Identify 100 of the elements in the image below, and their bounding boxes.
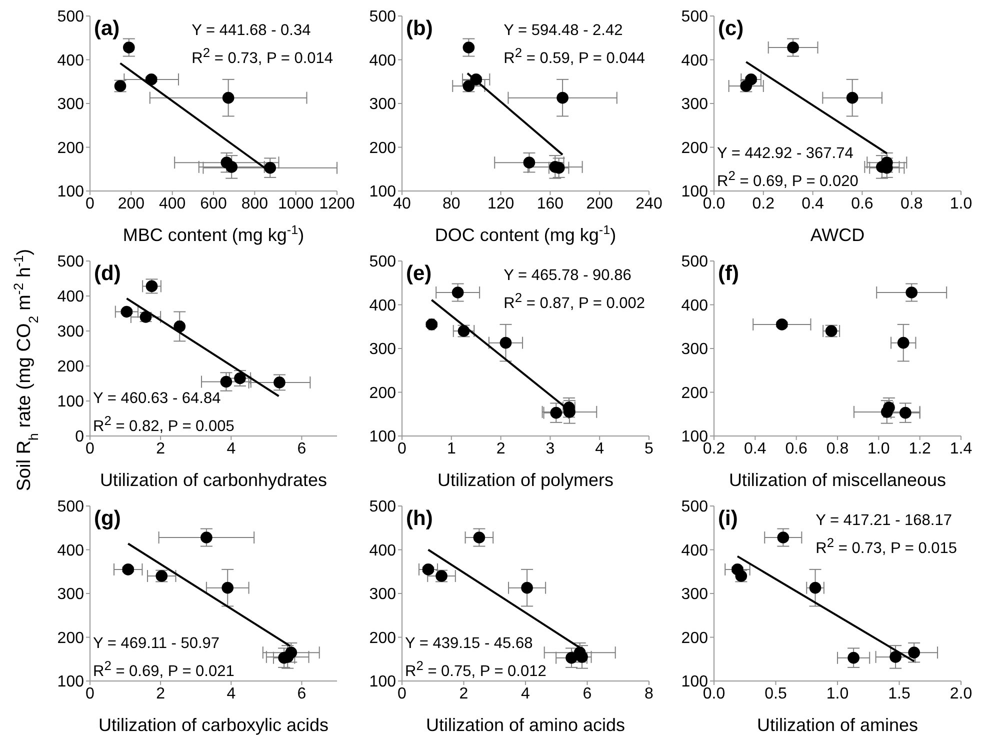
annotation: Y = 439.15 - 45.68 <box>405 634 534 654</box>
annotation: (c) <box>718 17 744 41</box>
x-tick-label: 6 <box>582 685 592 702</box>
y-tick-label: 200 <box>369 384 396 402</box>
x-tick-label: 0.5 <box>764 685 787 702</box>
x-tick-label: 1.0 <box>868 440 890 458</box>
y-tick-label: 200 <box>57 630 84 647</box>
x-tick-label: 4 <box>595 440 604 458</box>
x-tick-label: 0.6 <box>851 195 874 212</box>
x-tick-label: 8 <box>644 685 654 702</box>
y-tick-label: 300 <box>57 586 84 604</box>
annotation: (b) <box>406 17 433 41</box>
y-tick-label: 300 <box>681 586 708 604</box>
x-tick-label: 0.6 <box>785 440 808 458</box>
y-tick-label: 500 <box>681 254 708 271</box>
y-tick-label: 400 <box>681 542 708 560</box>
y-tick-label: 500 <box>57 8 84 26</box>
annotation: (i) <box>718 507 738 531</box>
x-tick-label: 400 <box>158 195 186 212</box>
x-tick-label: 1000 <box>278 195 314 212</box>
y-tick-label: 400 <box>369 52 396 70</box>
annotation: Y = 469.11 - 50.97 <box>93 634 221 654</box>
y-tick-label: 100 <box>57 394 84 411</box>
x-axis-title: Utilization of amino acids <box>426 715 626 735</box>
y-tick-label: 400 <box>681 297 708 314</box>
y-tick-label: 400 <box>57 288 84 306</box>
x-tick-label: 2 <box>156 685 166 702</box>
annotation: R$^{2}$ = 0.75, P = 0.012 <box>405 657 546 682</box>
annotation: (g) <box>94 507 121 531</box>
x-tick-label: 1.0 <box>826 685 849 702</box>
x-axis-title: AWCD <box>810 225 865 245</box>
annotation: Y = 441.68 - 0.34 <box>192 21 312 41</box>
x-tick-label: 2 <box>496 440 506 458</box>
y-tick-label: 0 <box>75 428 84 446</box>
y-tick-label: 200 <box>57 358 84 376</box>
x-tick-label: 0.8 <box>826 440 849 458</box>
x-axis-title: Utilization of carboxylic acids <box>98 715 329 735</box>
y-tick-label: 500 <box>681 8 708 26</box>
annotation: R$^{2}$ = 0.73, P = 0.015 <box>816 534 957 560</box>
y-tick-label: 300 <box>681 96 708 114</box>
y-tick-label: 400 <box>681 52 708 70</box>
x-tick-label: 0.4 <box>744 440 766 458</box>
annotation: Y = 417.21 - 168.17 <box>816 511 953 531</box>
annotation: (e) <box>406 262 432 286</box>
y-tick-label: 100 <box>369 674 396 691</box>
y-tick-label: 400 <box>57 52 84 70</box>
y-tick-label: 200 <box>681 140 708 157</box>
x-axis-title: Utilization of amines <box>756 715 918 735</box>
y-tick-label: 300 <box>57 96 84 114</box>
x-tick-label: 6 <box>297 440 306 458</box>
y-tick-label: 500 <box>369 8 396 26</box>
y-tick-label: 300 <box>681 341 708 358</box>
y-tick-label: 500 <box>57 254 84 271</box>
x-tick-label: 1.5 <box>888 685 910 702</box>
annotation: Y = 442.92 - 367.74 <box>717 144 854 164</box>
x-tick-label: 1.2 <box>908 440 932 458</box>
annotation: Y = 460.63 - 64.84 <box>93 389 222 409</box>
x-tick-label: 80 <box>442 195 460 212</box>
annotation: R$^{2}$ = 0.87, P = 0.002 <box>504 289 645 314</box>
x-tick-label: 2.0 <box>950 685 972 702</box>
y-tick-label: 500 <box>369 498 396 516</box>
y-tick-label: 300 <box>369 341 396 358</box>
x-tick-label: 2 <box>156 440 166 458</box>
x-tick-label: 240 <box>636 195 662 212</box>
y-tick-label: 200 <box>369 630 396 647</box>
annotation: (f) <box>718 262 739 286</box>
x-tick-label: 200 <box>118 195 145 212</box>
x-tick-label: 4 <box>226 685 236 702</box>
y-tick-label: 100 <box>57 184 84 201</box>
y-tick-label: 300 <box>57 324 84 341</box>
x-tick-label: 120 <box>487 195 514 212</box>
y-tick-label: 400 <box>369 542 396 560</box>
x-tick-label: 1 <box>446 440 456 458</box>
y-tick-label: 200 <box>681 384 708 402</box>
x-axis-title: Utilization of carbonhydrates <box>100 470 328 490</box>
y-tick-label: 500 <box>57 498 84 516</box>
x-tick-label: 0.4 <box>802 195 824 212</box>
x-tick-label: 6 <box>297 685 306 702</box>
annotation: (a) <box>94 17 120 41</box>
x-tick-label: 1.0 <box>950 195 972 212</box>
x-tick-label: 200 <box>586 195 614 212</box>
annotation: R$^{2}$ = 0.73, P = 0.014 <box>192 44 333 70</box>
x-axis-title: MBC content (mg kg$^{-1}$) <box>122 223 304 245</box>
x-tick-label: 2 <box>459 685 468 702</box>
annotation: R$^{2}$ = 0.69, P = 0.021 <box>93 657 234 682</box>
y-tick-label: 200 <box>57 140 84 157</box>
y-tick-label: 300 <box>369 586 396 604</box>
x-tick-label: 4 <box>521 685 530 702</box>
x-tick-label: 800 <box>241 195 268 212</box>
annotation: (d) <box>94 262 121 286</box>
x-tick-label: 600 <box>200 195 227 212</box>
annotation: (h) <box>406 507 433 531</box>
x-tick-label: 3 <box>546 440 555 458</box>
annotation: R$^{2}$ = 0.82, P = 0.005 <box>93 412 234 438</box>
y-tick-label: 300 <box>369 96 396 114</box>
x-axis-title: Utilization of miscellaneous <box>728 470 946 490</box>
y-tick-label: 200 <box>681 630 708 647</box>
y-tick-label: 400 <box>369 297 396 314</box>
x-tick-label: 1200 <box>319 195 355 212</box>
y-tick-label: 400 <box>57 542 84 560</box>
